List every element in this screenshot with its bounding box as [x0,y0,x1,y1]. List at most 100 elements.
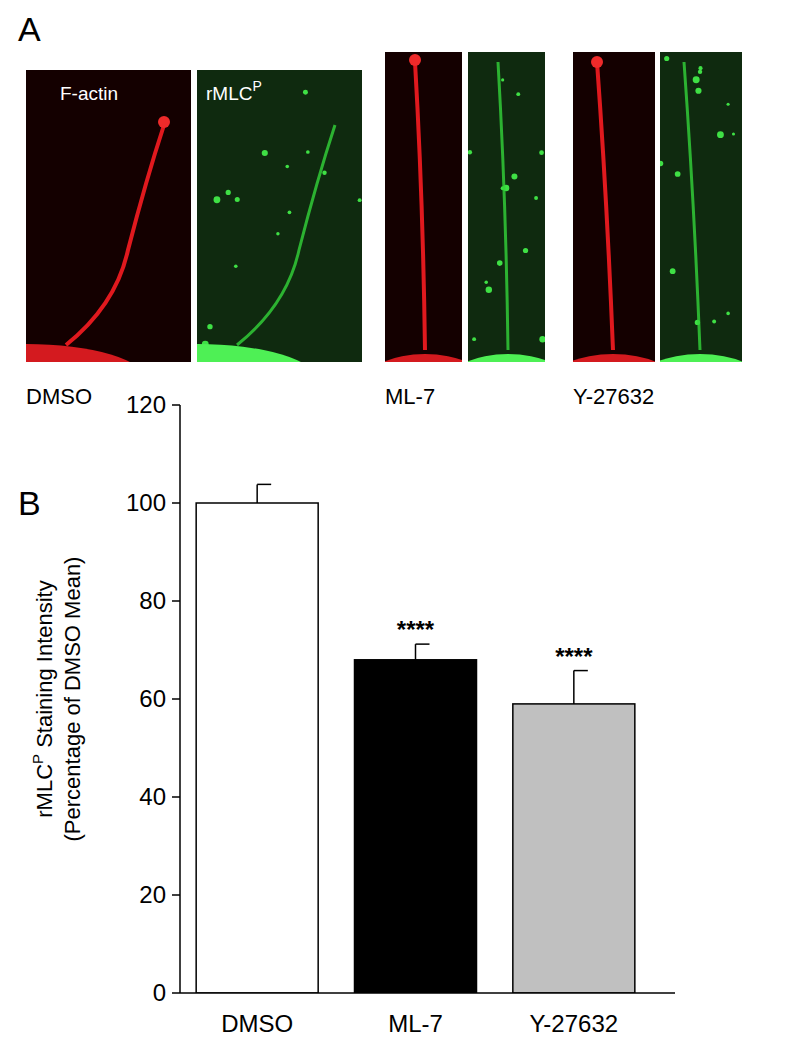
speckle [511,174,517,180]
speckle [288,210,292,214]
speckle [539,150,544,155]
condition-label: DMSO [26,384,92,409]
error-bar-stem [415,644,417,660]
speckle [486,286,492,292]
significance-label: **** [397,616,435,643]
speckle [523,248,528,253]
speckle [712,320,716,324]
category-label: ML-7 [388,1010,443,1037]
neurite [597,62,613,350]
error-bar-cap [574,670,588,672]
y-axis-label-sup: P [29,754,46,764]
channel-label-sup: P [252,78,261,94]
speckle [468,150,472,154]
micrograph-bg [660,52,742,362]
speckle [675,171,681,177]
micrograph-green [197,70,362,362]
speckle [698,70,702,74]
y-axis-label: (Percentage of DMSO Mean) [60,557,85,842]
channel-label: F-actin [60,83,118,104]
y-axis-label-part: Staining Intensity [32,580,57,754]
error-bar [257,484,271,503]
y-tick [172,894,180,896]
micrograph-red [26,70,191,362]
error-bar-cap [257,484,271,486]
speckle [717,131,724,138]
bar [513,704,635,993]
cell-body [660,354,742,362]
channel-label: rMLCP [206,78,262,104]
speckle [695,88,701,94]
y-tick [172,404,180,406]
cell-body [197,344,317,362]
error-bar [416,644,430,660]
cell-body [573,354,655,362]
growth-cone [591,56,603,68]
condition-label: ML-7 [385,384,435,409]
speckle [693,76,700,83]
speckle [539,336,545,342]
speckle [501,78,504,81]
speckle [727,103,730,106]
y-tick-label: 40 [139,783,166,810]
cell-body [26,344,146,362]
y-axis-label-part: rMLC [32,764,57,818]
y-tick-label: 100 [126,489,166,516]
micrograph-bg [573,52,655,362]
y-tick-label: 60 [139,685,166,712]
bar [355,660,477,993]
micrograph-red [385,52,462,362]
micrograph-bg [197,70,362,362]
speckle [262,150,268,156]
y-tick [172,600,180,602]
category-label: Y-27632 [530,1010,619,1037]
figure: ADMSOML-7Y-27632F-actinrMLCPB********DMS… [0,0,803,1050]
micrograph-red [573,52,655,362]
panel-label: A [18,10,41,48]
speckle [472,337,476,341]
speckle [285,165,289,169]
y-tick-label: 80 [139,587,166,614]
bars [196,484,635,993]
y-tick [172,698,180,700]
y-tick [172,992,180,994]
neurite [237,125,335,345]
speckle [358,198,362,202]
speckle [214,196,221,203]
speckle [732,132,735,135]
neurite [415,62,425,350]
speckle [276,232,279,235]
neurite [684,62,700,350]
micrograph-bg [26,70,191,362]
x-axis [180,992,675,994]
speckle [484,281,488,285]
neurite [498,62,508,350]
error-bar [574,671,588,704]
panel-label: B [18,484,41,522]
speckle [726,312,730,316]
speckle [226,190,231,195]
speckle [207,324,212,329]
y-tick [172,796,180,798]
condition-label: Y-27632 [573,384,654,409]
speckle [670,268,676,274]
cell-body [468,354,545,362]
micrograph-bg [385,52,462,362]
category-label: DMSO [221,1010,293,1037]
micrograph-bg [468,52,545,362]
micrograph-green [660,52,742,362]
error-bar-stem [256,484,258,503]
y-tick [172,502,180,504]
y-axis-label: rMLCP Staining Intensity [29,580,57,817]
y-tick-label: 0 [153,979,166,1006]
speckle [306,150,310,154]
speckle [303,90,308,95]
speckle [698,66,702,70]
speckle [534,196,538,200]
y-tick-label: 20 [139,881,166,908]
speckle [235,197,240,202]
speckle [664,56,669,61]
neurite [66,125,164,345]
error-bar-stem [573,671,575,704]
growth-cone [158,116,170,128]
